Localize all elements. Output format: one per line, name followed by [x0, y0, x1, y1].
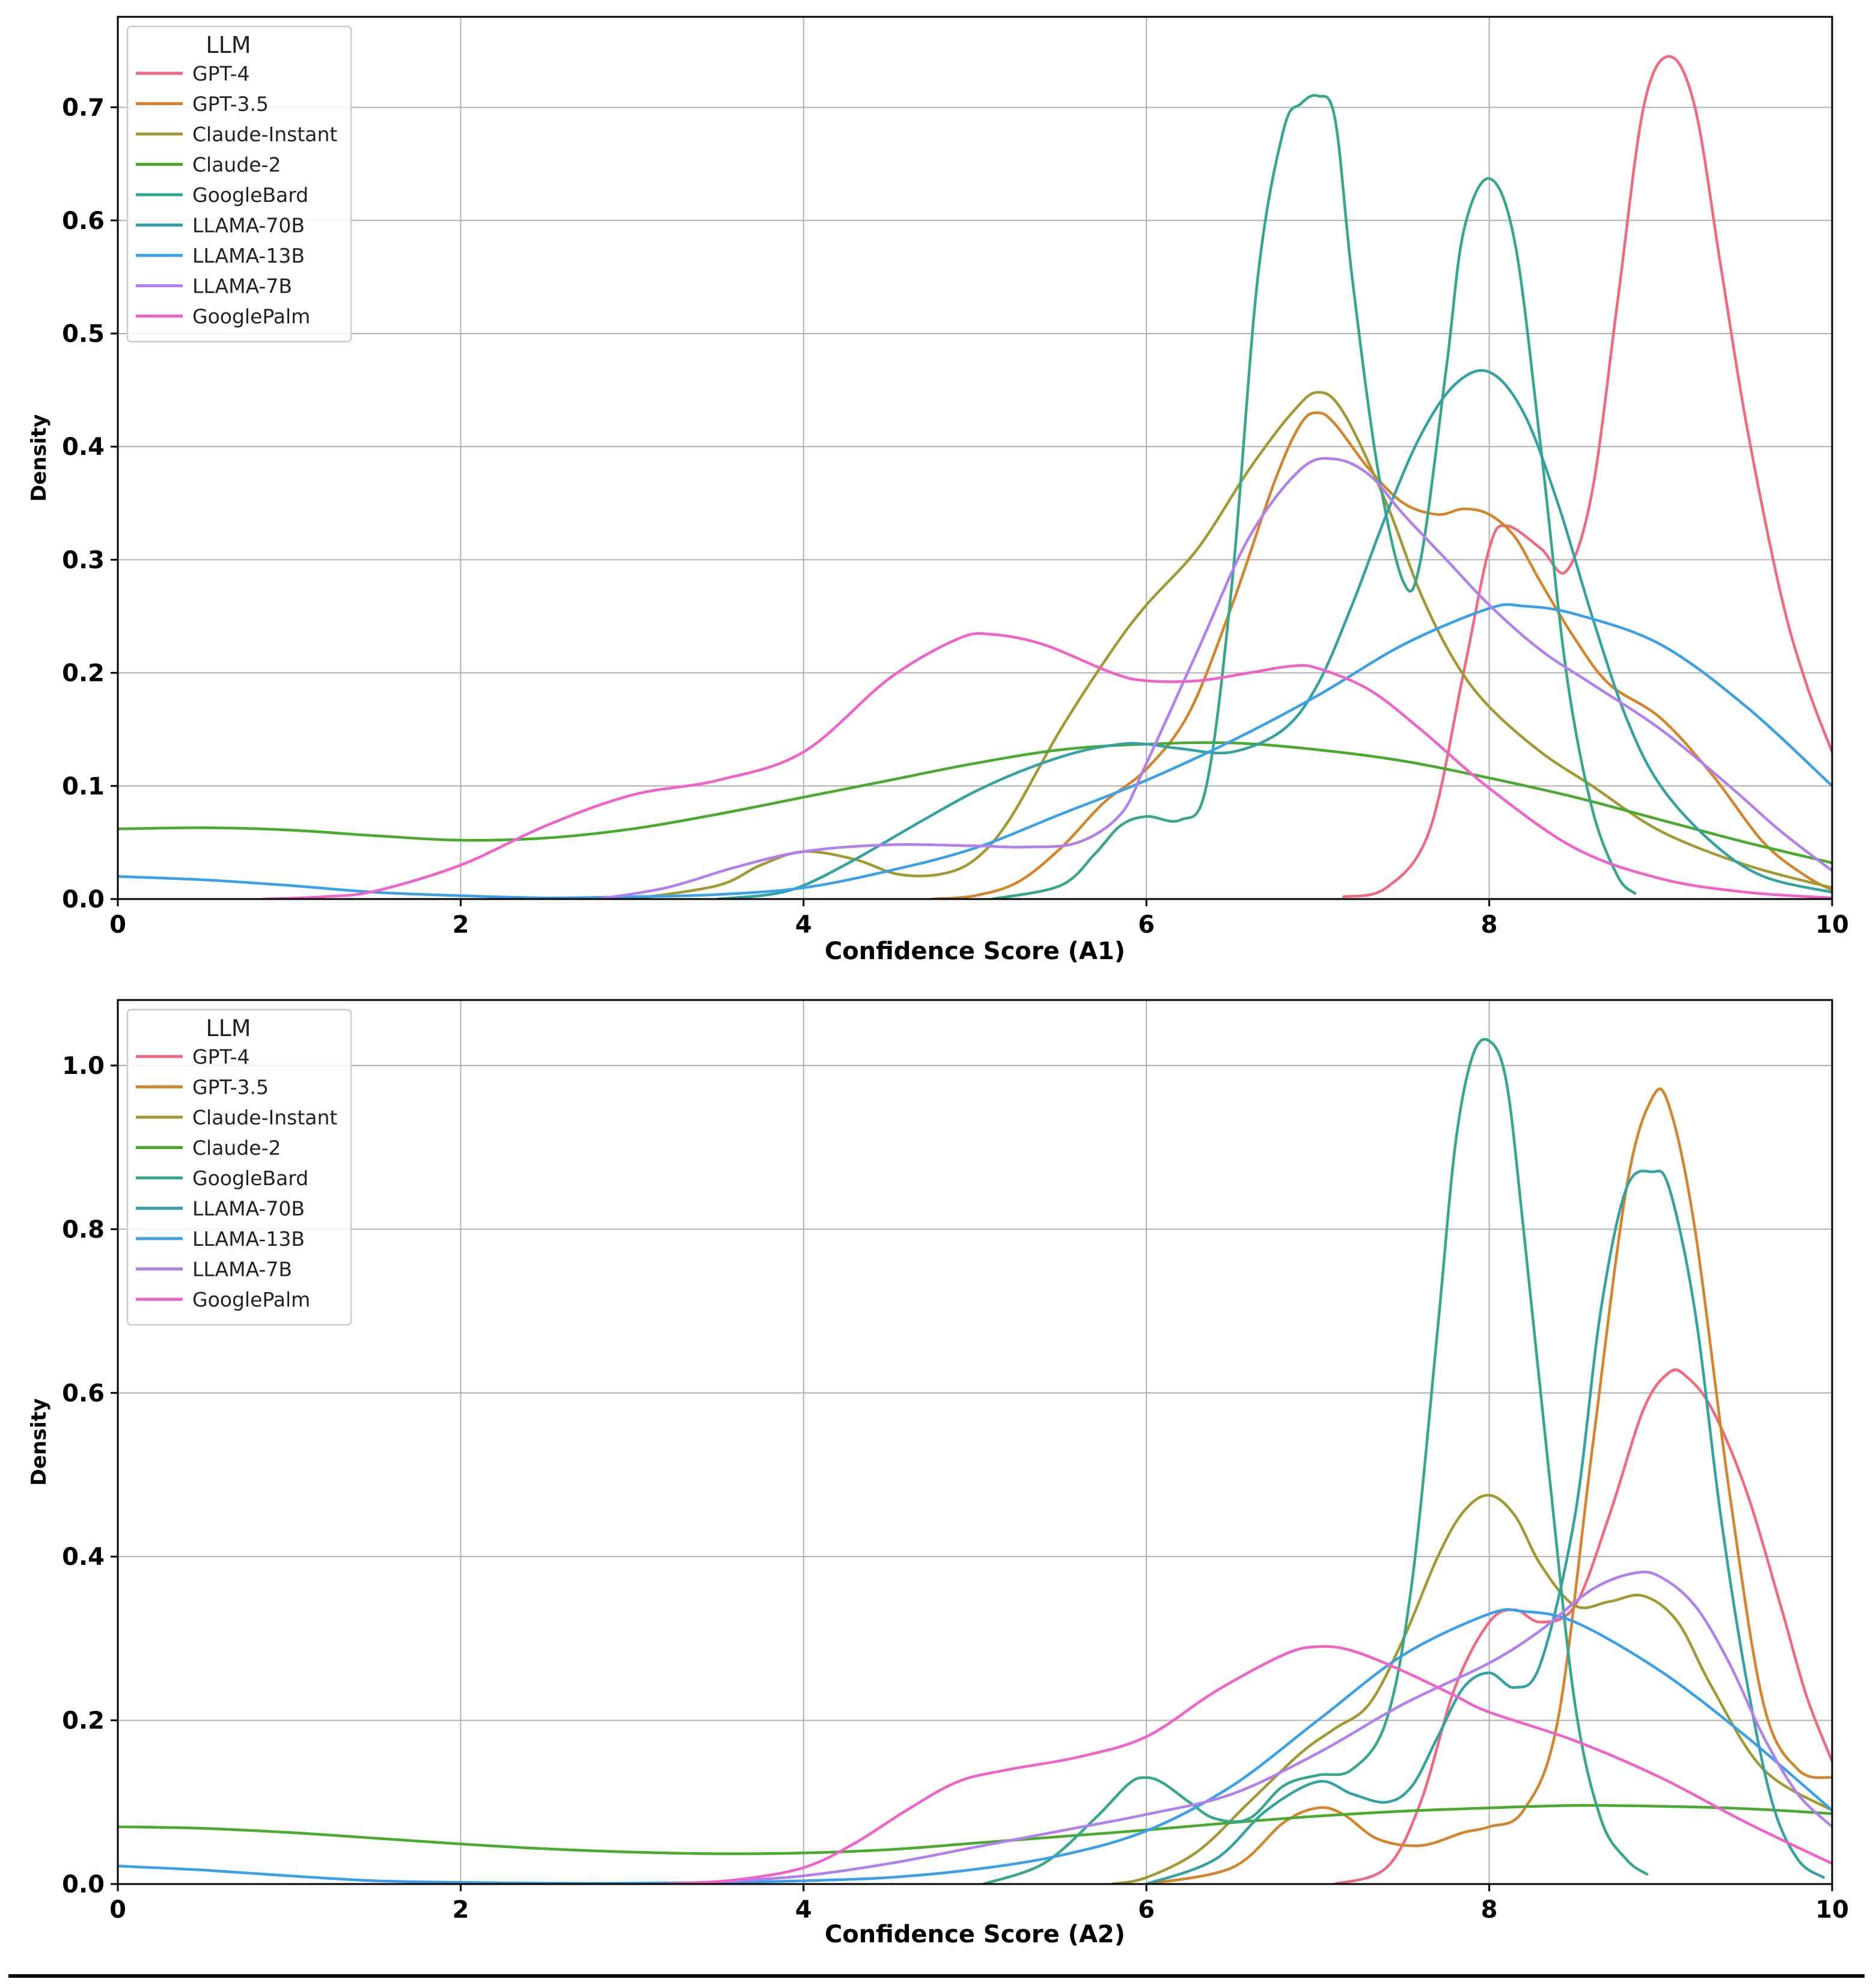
legend-entry-label: LLAMA-13B — [192, 1227, 305, 1251]
chart-panel-a2: 0 2 4 6 8 10 0.0 0.2 0.4 0.6 0.8 1.0 Confidence Sco… — [27, 999, 1849, 1948]
legend-entry-label: LLAMA-70B — [192, 214, 305, 237]
series-line-googlebard — [982, 1038, 1649, 1884]
legend: LLM GPT-4 GPT-3.5 Claude-Instant Claude-2 Go… — [126, 1008, 352, 1326]
series-line-llama-7b — [665, 1570, 1832, 1884]
legend-title: LLM — [206, 1015, 251, 1041]
series-line-googlepalm — [262, 632, 1832, 899]
x-axis-label: Confidence Score (A2) — [825, 1921, 1125, 1948]
series-line-googlepalm — [665, 1645, 1832, 1884]
series-line-llama-70b — [1144, 1169, 1825, 1884]
x-tick-label: 0 — [109, 1896, 126, 1924]
x-axis-label: Confidence Score (A1) — [825, 938, 1125, 965]
legend-entry-label: Claude-2 — [192, 153, 281, 177]
y-tick-label: 0.2 — [62, 1707, 105, 1735]
y-tick-label: 0.1 — [62, 773, 105, 800]
legend-entry-label: LLAMA-70B — [192, 1197, 305, 1221]
y-tick-label: 0.8 — [62, 1216, 105, 1243]
series-line-claude-2 — [118, 1804, 1832, 1855]
chart-panel-a1: 0 2 4 6 8 10 0.0 0.1 0.2 0.3 0.4 0.5 0.6 0.7 Confiden… — [27, 16, 1849, 965]
y-tick-label: 0.0 — [62, 886, 105, 913]
y-tick-label: 0.4 — [62, 1543, 105, 1571]
y-tick-label: 0.6 — [62, 207, 105, 235]
series-line-llama-13b — [118, 603, 1832, 899]
x-tick-label: 8 — [1481, 1896, 1498, 1924]
x-tick-label: 8 — [1481, 911, 1498, 939]
y-tick-label: 0.0 — [62, 1871, 105, 1898]
legend-entry-label: LLAMA-13B — [192, 244, 305, 267]
legend-entry-label: Claude-2 — [192, 1136, 281, 1160]
legend-entry-label: GPT-4 — [192, 62, 250, 85]
series-line-claude-2 — [118, 741, 1832, 865]
legend-entry-label: Claude-Instant — [192, 1106, 337, 1129]
y-tick-label: 0.3 — [62, 546, 105, 574]
y-tick-label: 0.4 — [62, 433, 105, 461]
legend-box — [126, 1008, 352, 1326]
x-tick-label: 6 — [1138, 1896, 1155, 1924]
series-line-llama-70b — [716, 369, 1832, 899]
y-tick-label: 0.6 — [62, 1380, 105, 1407]
x-tick-label: 4 — [795, 1896, 812, 1924]
y-tick-label: 0.7 — [62, 94, 105, 122]
x-tick-label: 10 — [1815, 911, 1849, 939]
legend-entry-label: Claude-Instant — [192, 123, 337, 146]
y-tick-label: 1.0 — [62, 1052, 105, 1080]
series-line-llama-7b — [596, 457, 1832, 899]
legend-entry-label: GooglePalm — [192, 305, 310, 328]
legend-entry-label: GPT-4 — [192, 1045, 250, 1069]
legend-entry-label: GoogleBard — [192, 183, 308, 207]
legend-title: LLM — [206, 32, 251, 58]
x-tick-label: 2 — [452, 1896, 469, 1924]
x-tick-label: 4 — [795, 911, 812, 939]
series-line-claude-instant — [1110, 1493, 1832, 1884]
legend-entry-label: GPT-3.5 — [192, 1076, 269, 1099]
plot-frame — [117, 16, 1833, 900]
x-tick-label: 2 — [452, 911, 469, 939]
y-axis-label: Density — [27, 1398, 51, 1486]
legend-entry-label: GoogleBard — [192, 1166, 308, 1190]
plot-frame — [117, 999, 1833, 1885]
legend-entry-label: GooglePalm — [192, 1288, 310, 1311]
series-line-gpt-4 — [1333, 1368, 1832, 1884]
series-line-gpt-3.5 — [1144, 1087, 1832, 1884]
y-axis-label: Density — [27, 414, 51, 502]
y-tick-label: 0.2 — [62, 660, 105, 688]
y-tick-label: 0.5 — [62, 320, 105, 348]
x-tick-label: 0 — [109, 911, 126, 939]
series-line-googlebard — [991, 94, 1637, 899]
legend-entry-label: GPT-3.5 — [192, 93, 269, 116]
series-line-llama-13b — [118, 1608, 1832, 1884]
legend-box — [126, 25, 352, 343]
x-tick-label: 10 — [1815, 1896, 1849, 1924]
legend: LLM GPT-4 GPT-3.5 Claude-Instant Claude-2 Go… — [126, 25, 352, 343]
legend-entry-label: LLAMA-7B — [192, 1258, 292, 1281]
x-tick-label: 6 — [1138, 911, 1155, 939]
legend-entry-label: LLAMA-7B — [192, 275, 292, 298]
